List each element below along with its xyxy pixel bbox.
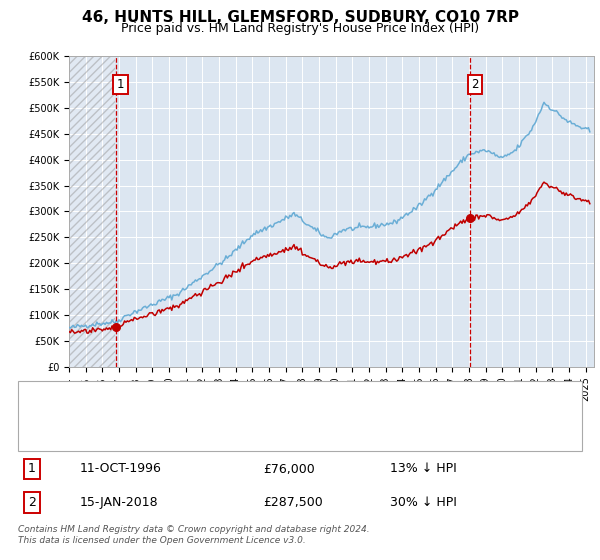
Text: £287,500: £287,500: [263, 496, 323, 509]
Legend: 46, HUNTS HILL, GLEMSFORD, SUDBURY, CO10 7RP (detached house), HPI: Average pric: 46, HUNTS HILL, GLEMSFORD, SUDBURY, CO10…: [30, 395, 483, 437]
Text: 46, HUNTS HILL, GLEMSFORD, SUDBURY, CO10 7RP: 46, HUNTS HILL, GLEMSFORD, SUDBURY, CO10…: [82, 10, 518, 25]
Text: Price paid vs. HM Land Registry's House Price Index (HPI): Price paid vs. HM Land Registry's House …: [121, 22, 479, 35]
Text: 1: 1: [28, 463, 36, 475]
Bar: [69, 56, 115, 367]
Text: 13% ↓ HPI: 13% ↓ HPI: [390, 463, 457, 475]
Text: Contains HM Land Registry data © Crown copyright and database right 2024.
This d: Contains HM Land Registry data © Crown c…: [18, 525, 370, 545]
Bar: [69, 56, 115, 367]
Text: 2: 2: [471, 78, 478, 91]
Text: 30% ↓ HPI: 30% ↓ HPI: [390, 496, 457, 509]
Text: £76,000: £76,000: [263, 463, 315, 475]
Text: 11-OCT-1996: 11-OCT-1996: [80, 463, 162, 475]
Text: 1: 1: [117, 78, 124, 91]
Text: 15-JAN-2018: 15-JAN-2018: [80, 496, 158, 509]
Text: 2: 2: [28, 496, 36, 509]
